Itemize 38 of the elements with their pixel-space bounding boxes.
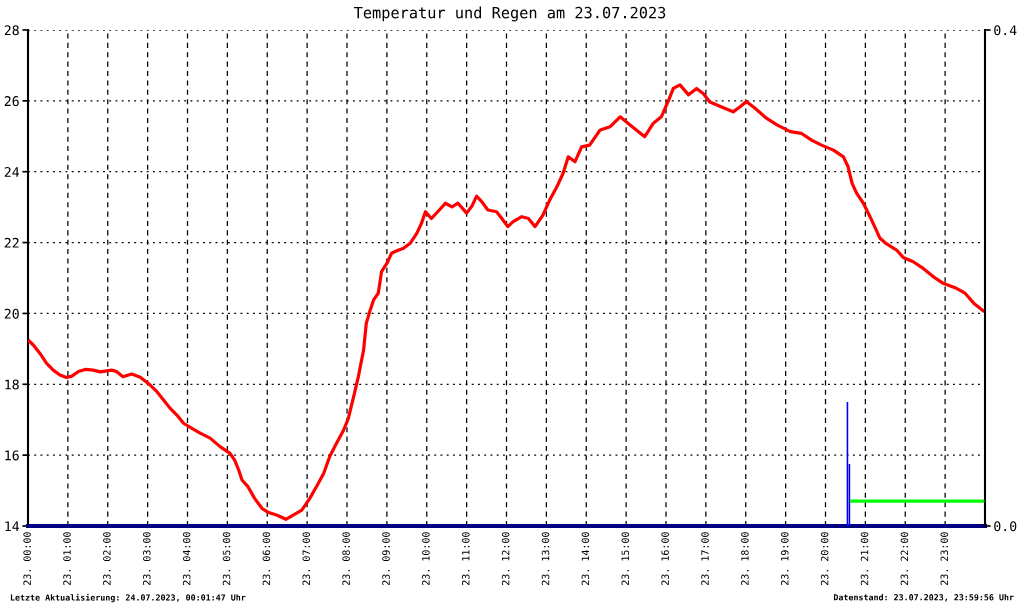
x-tick-label: 23. 00:00 <box>23 532 31 585</box>
y-tick-label: 16 <box>5 450 19 461</box>
text: Letzte Aktualisierung: 24.07.2023, 00:01:47 Uhr <box>10 593 246 603</box>
x-tick-label: 23. 09:00 <box>382 532 390 585</box>
y2-tick-label: 0.4 <box>994 25 1017 36</box>
y-tick-label: 24 <box>4 166 20 177</box>
y-tick-label: 26 <box>4 96 19 107</box>
chart-title: Temperatur und Regen am 23.07.2023 <box>353 6 666 22</box>
x-tick-label: 23. 12:00 <box>501 532 510 585</box>
text: Datenstand: 23.07.2023, 23:59:56 Uhr <box>833 593 1014 602</box>
x-tick-label: 23. 04:00 <box>182 532 191 585</box>
y-tick-label: 14 <box>5 521 20 532</box>
x-tick-label: 23. 02:00 <box>103 532 111 585</box>
x-tick-label: 23. 20:00 <box>820 532 829 585</box>
x-tick-label: 23. 01:00 <box>63 532 71 585</box>
y2-tick-label: 0.0 <box>994 521 1017 532</box>
x-tick-label: 23. 19:00 <box>780 532 789 585</box>
x-tick-label: 23. 06:00 <box>262 532 271 585</box>
x-tick-label: 23. 13:00 <box>541 532 550 585</box>
x-tick-label: 23. 11:00 <box>461 532 470 585</box>
x-tick-label: 23. 07:00 <box>302 532 311 585</box>
y-tick-label: 18 <box>5 379 19 390</box>
x-tick-label: 23. 05:00 <box>222 532 231 585</box>
x-tick-label: 23. 18:00 <box>741 532 749 585</box>
x-tick-label: 23. 10:00 <box>422 532 430 585</box>
x-tick-label: 23. 15:00 <box>621 532 630 585</box>
y-tick-label: 20 <box>4 308 19 319</box>
y-tick-label: 28 <box>4 25 19 36</box>
x-tick-label: 23. 21:00 <box>860 532 869 585</box>
x-tick-label: 23. 16:00 <box>661 532 669 585</box>
x-tick-label: 23. 08:00 <box>342 532 350 585</box>
x-tick-label: 23. 17:00 <box>701 532 709 585</box>
line-series <box>28 83 985 521</box>
x-tick-label: 23. 22:00 <box>900 532 909 585</box>
x-tick-label: 23. 23:00 <box>940 532 949 585</box>
x-tick-label: 23. 03:00 <box>142 532 151 585</box>
y-tick-label: 22 <box>4 237 19 248</box>
x-tick-label: 23. 14:00 <box>581 532 590 585</box>
